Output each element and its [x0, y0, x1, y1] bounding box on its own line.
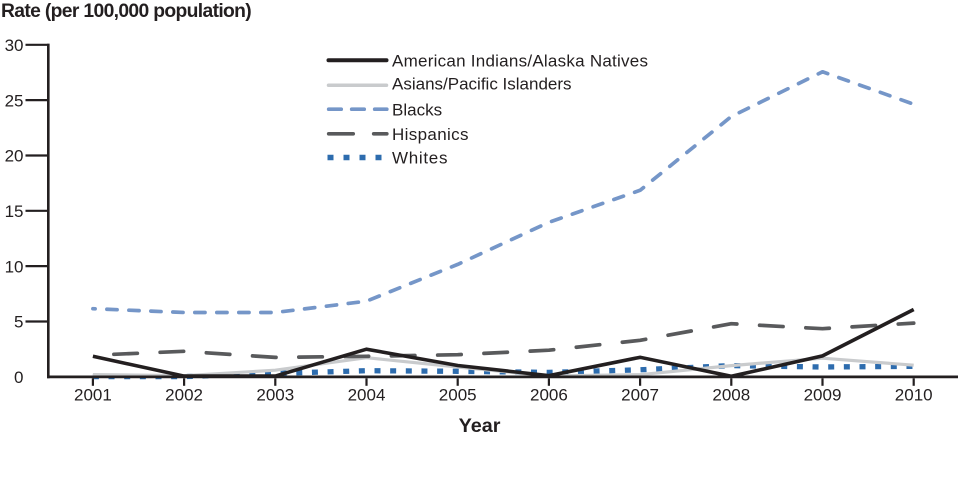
svg-text:2006: 2006	[530, 386, 568, 405]
svg-text:5: 5	[14, 313, 23, 332]
svg-text:2005: 2005	[439, 386, 477, 405]
svg-text:0: 0	[14, 368, 23, 387]
svg-text:2003: 2003	[256, 386, 294, 405]
svg-text:30: 30	[5, 36, 24, 55]
svg-text:Whites: Whites	[392, 149, 448, 168]
svg-text:Blacks: Blacks	[392, 100, 442, 119]
svg-text:15: 15	[5, 202, 24, 221]
svg-text:Hispanics: Hispanics	[392, 125, 469, 144]
svg-text:2008: 2008	[712, 386, 750, 405]
svg-text:Year: Year	[459, 415, 501, 437]
svg-text:10: 10	[5, 257, 24, 276]
svg-text:Asians/Pacific Islanders: Asians/Pacific Islanders	[392, 74, 572, 93]
svg-text:Rate (per 100,000 population): Rate (per 100,000 population)	[1, 1, 251, 22]
svg-text:2004: 2004	[348, 386, 386, 405]
svg-text:2009: 2009	[804, 386, 842, 405]
svg-text:2010: 2010	[895, 386, 933, 405]
svg-text:American Indians/Alaska Native: American Indians/Alaska Natives	[392, 51, 648, 70]
svg-text:20: 20	[5, 147, 24, 166]
svg-text:25: 25	[5, 91, 24, 110]
svg-text:2002: 2002	[165, 386, 203, 405]
svg-text:2007: 2007	[621, 386, 659, 405]
svg-text:2001: 2001	[74, 386, 112, 405]
